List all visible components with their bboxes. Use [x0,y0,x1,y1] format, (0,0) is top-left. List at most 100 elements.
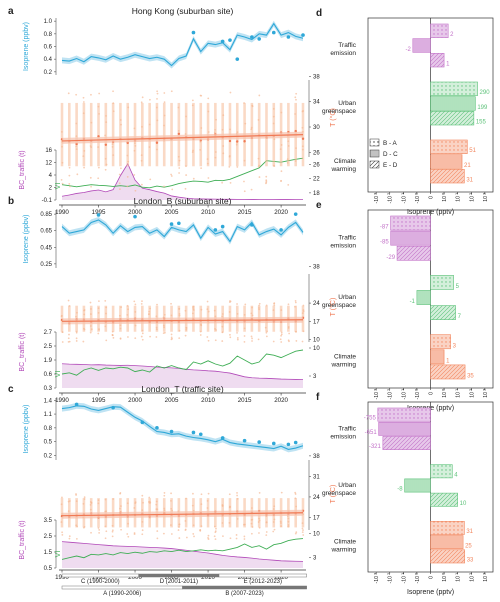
temp-point [280,331,283,334]
temp-point [75,337,78,340]
temp-point [141,332,144,335]
temp-point [104,157,107,160]
bar-pattern [377,407,431,422]
bc-tick: 0.3 [44,386,53,392]
temp-point [105,306,108,309]
temp-point [97,499,100,502]
temp-point [192,306,195,309]
temp-point [67,337,70,340]
temp-point [243,190,246,193]
temp-point [199,334,202,336]
temp-point [104,498,107,501]
period-bar [182,585,307,590]
temp-point [148,310,151,313]
temp-point [193,535,195,538]
temp-point [75,148,78,151]
vi-axis-label: VI [55,371,62,378]
temp-point [236,331,238,334]
x-tick-power: 3 [373,572,378,575]
isoprene-obs [250,35,254,39]
temp-point [134,303,137,306]
temp-point [89,331,92,334]
temp-point [120,505,122,507]
temp-point [104,537,107,540]
temp-point [295,340,298,342]
temp-point [280,491,283,494]
isoprene-tick: 0.4 [44,57,53,63]
vi-tick: 22 [313,177,320,183]
temp-point [163,507,166,510]
temp-point [83,313,86,316]
isoprene-obs [271,441,276,446]
bar-value: 2 [450,32,454,38]
temp-point [213,525,216,528]
temp-point [287,325,290,328]
temp-point [294,497,297,500]
temperature-tick: 17 [313,515,320,521]
temp-point [266,330,268,333]
temp-point [112,498,115,500]
temp-range [148,102,151,167]
temp-point [257,119,260,121]
temp-point [280,180,282,183]
temp-point [170,173,172,176]
x-tick: -10 [415,196,421,204]
bc-tick: 16 [45,148,52,154]
temp-point [98,92,101,95]
temp-point [170,175,173,177]
isoprene-tick: 1.0 [44,19,53,25]
group-label: Urban [338,482,356,489]
temp-range [162,102,166,167]
temp-point [236,166,239,168]
temp-point [301,148,304,151]
temp-point [89,301,92,304]
x-tick: 2010 [201,574,215,581]
temp-point [134,337,137,340]
x-tick: 10 [469,576,475,582]
temp-point [178,337,181,339]
temp-point [273,304,276,307]
temp-point [295,531,298,534]
temp-point [105,530,108,533]
panel-letter: c [8,384,14,395]
temperature-tick: 34 [313,100,320,106]
temp-range [133,102,137,167]
temp-point [258,302,261,305]
legend-swatch [369,149,380,158]
temp-point [163,92,166,94]
temp-point [236,131,239,134]
temp-point [134,324,137,327]
temp-point [61,145,63,148]
temp-point [75,93,78,96]
temp-mean [126,141,129,145]
bar-pattern [390,215,431,231]
vi-tick: 18 [313,191,320,197]
isoprene-band [62,20,303,69]
bar-pattern [430,23,449,38]
bc-tick: 12 [45,161,52,167]
isoprene-obs [155,426,159,430]
temp-point [222,114,225,117]
temp-point [105,312,107,315]
temp-point [258,94,261,97]
temp-point [148,146,151,148]
temp-point [141,529,144,532]
temp-point [60,130,63,133]
temp-point [265,335,268,338]
temp-point [250,188,253,191]
temp-point [169,524,172,526]
temp-point [90,121,93,124]
temperature-tick: 26 [313,150,320,156]
isoprene-obs [133,214,137,219]
temp-point [126,175,129,178]
bc-tick: 2.5 [44,534,53,540]
bar-value: 1 [446,62,450,68]
temp-point [177,106,180,109]
temp-point [221,504,224,507]
temp-point [163,509,166,512]
temp-point [191,151,194,153]
temp-point [156,530,159,532]
temp-point [229,537,232,540]
temp-point [112,336,115,339]
